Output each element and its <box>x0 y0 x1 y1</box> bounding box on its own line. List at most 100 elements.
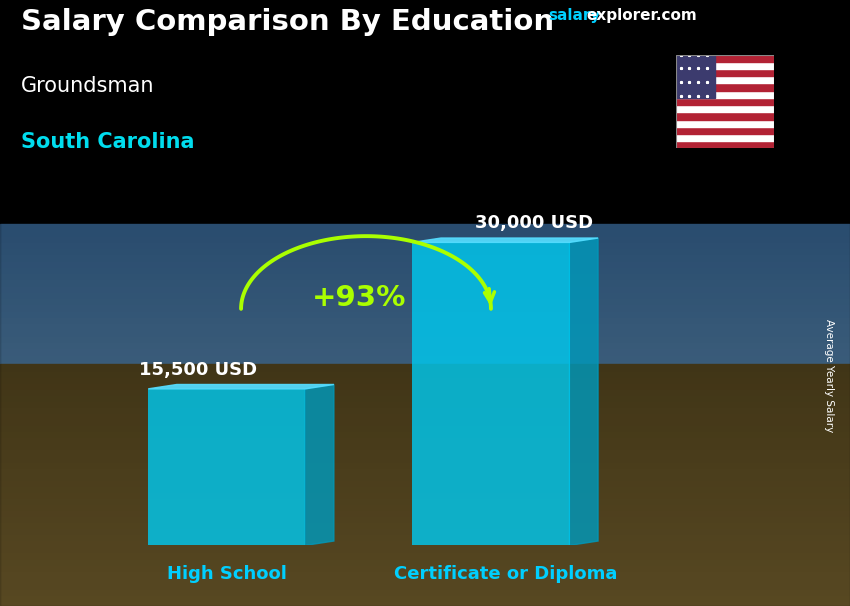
Bar <box>0 544 850 550</box>
Bar <box>676 127 774 134</box>
Bar <box>0 230 850 236</box>
Bar <box>0 356 850 362</box>
Text: explorer.com: explorer.com <box>586 8 697 24</box>
Bar <box>0 293 850 299</box>
Bar <box>0 450 850 456</box>
Text: Groundsman: Groundsman <box>21 76 155 96</box>
Polygon shape <box>570 238 598 545</box>
Bar <box>0 550 850 556</box>
Bar <box>0 509 850 515</box>
Bar <box>0 375 850 381</box>
Bar <box>676 91 774 98</box>
Bar <box>0 236 850 243</box>
Bar <box>0 506 850 512</box>
Text: South Carolina: South Carolina <box>21 132 195 152</box>
Bar <box>0 318 850 324</box>
Bar <box>0 491 850 497</box>
Bar <box>0 249 850 255</box>
Bar <box>676 69 774 76</box>
Bar <box>0 424 850 431</box>
Bar <box>0 487 850 493</box>
Bar <box>0 343 850 349</box>
Bar <box>0 497 850 503</box>
Bar <box>0 587 850 593</box>
Bar <box>0 388 850 394</box>
Text: salary: salary <box>548 8 601 24</box>
Bar <box>0 576 850 582</box>
Bar <box>0 527 850 533</box>
Bar <box>0 431 850 437</box>
Bar <box>0 462 850 468</box>
Bar <box>0 443 850 450</box>
Bar <box>0 436 850 442</box>
Bar <box>0 430 850 436</box>
Bar <box>0 364 850 370</box>
Bar <box>676 76 774 84</box>
Bar <box>0 418 850 424</box>
Bar <box>0 448 850 454</box>
Bar <box>0 311 850 318</box>
Bar <box>0 337 850 343</box>
Text: Certificate or Diploma: Certificate or Diploma <box>394 565 617 584</box>
Bar <box>0 512 850 518</box>
Bar <box>0 376 850 382</box>
Bar <box>0 461 850 467</box>
Bar <box>0 299 850 305</box>
Bar <box>0 479 850 485</box>
Bar <box>0 287 850 293</box>
Bar <box>0 518 850 525</box>
Bar <box>0 400 850 406</box>
Bar <box>676 98 774 105</box>
Bar <box>0 493 850 499</box>
Bar <box>0 582 850 588</box>
Bar <box>0 330 850 337</box>
Bar <box>0 564 850 570</box>
Bar <box>0 394 850 400</box>
Bar <box>676 55 774 62</box>
Text: +93%: +93% <box>312 284 406 312</box>
Bar <box>676 47 715 98</box>
Bar <box>0 437 850 443</box>
Bar <box>0 387 850 393</box>
Text: Average Yearly Salary: Average Yearly Salary <box>824 319 834 432</box>
Bar <box>0 268 850 274</box>
Text: Salary Comparison By Education: Salary Comparison By Education <box>21 8 554 36</box>
Bar <box>0 473 850 479</box>
Bar <box>0 593 850 600</box>
Polygon shape <box>412 238 598 242</box>
Bar <box>0 481 850 487</box>
Bar <box>0 224 850 230</box>
Bar <box>0 406 850 412</box>
Bar <box>0 368 850 375</box>
Bar <box>0 467 850 473</box>
Bar <box>0 370 850 376</box>
Text: 30,000 USD: 30,000 USD <box>475 214 592 232</box>
Bar <box>0 412 850 418</box>
Bar <box>0 255 850 262</box>
Bar <box>0 533 850 539</box>
Bar <box>0 381 850 387</box>
Bar <box>0 594 850 600</box>
FancyBboxPatch shape <box>148 389 305 545</box>
Bar <box>0 537 850 544</box>
Bar <box>0 382 850 388</box>
Bar <box>0 568 850 574</box>
Bar <box>0 274 850 281</box>
Bar <box>0 574 850 581</box>
Bar <box>0 262 850 268</box>
Text: High School: High School <box>167 565 286 584</box>
Bar <box>676 119 774 127</box>
Bar <box>0 556 850 562</box>
Bar <box>0 525 850 531</box>
FancyBboxPatch shape <box>412 242 570 545</box>
Bar <box>0 551 850 558</box>
Bar <box>0 281 850 287</box>
Bar <box>0 243 850 249</box>
Polygon shape <box>305 384 334 545</box>
Bar <box>0 531 850 537</box>
Bar <box>676 62 774 69</box>
Bar <box>676 105 774 112</box>
Bar <box>0 562 850 568</box>
Bar <box>676 112 774 119</box>
Bar <box>0 570 850 576</box>
